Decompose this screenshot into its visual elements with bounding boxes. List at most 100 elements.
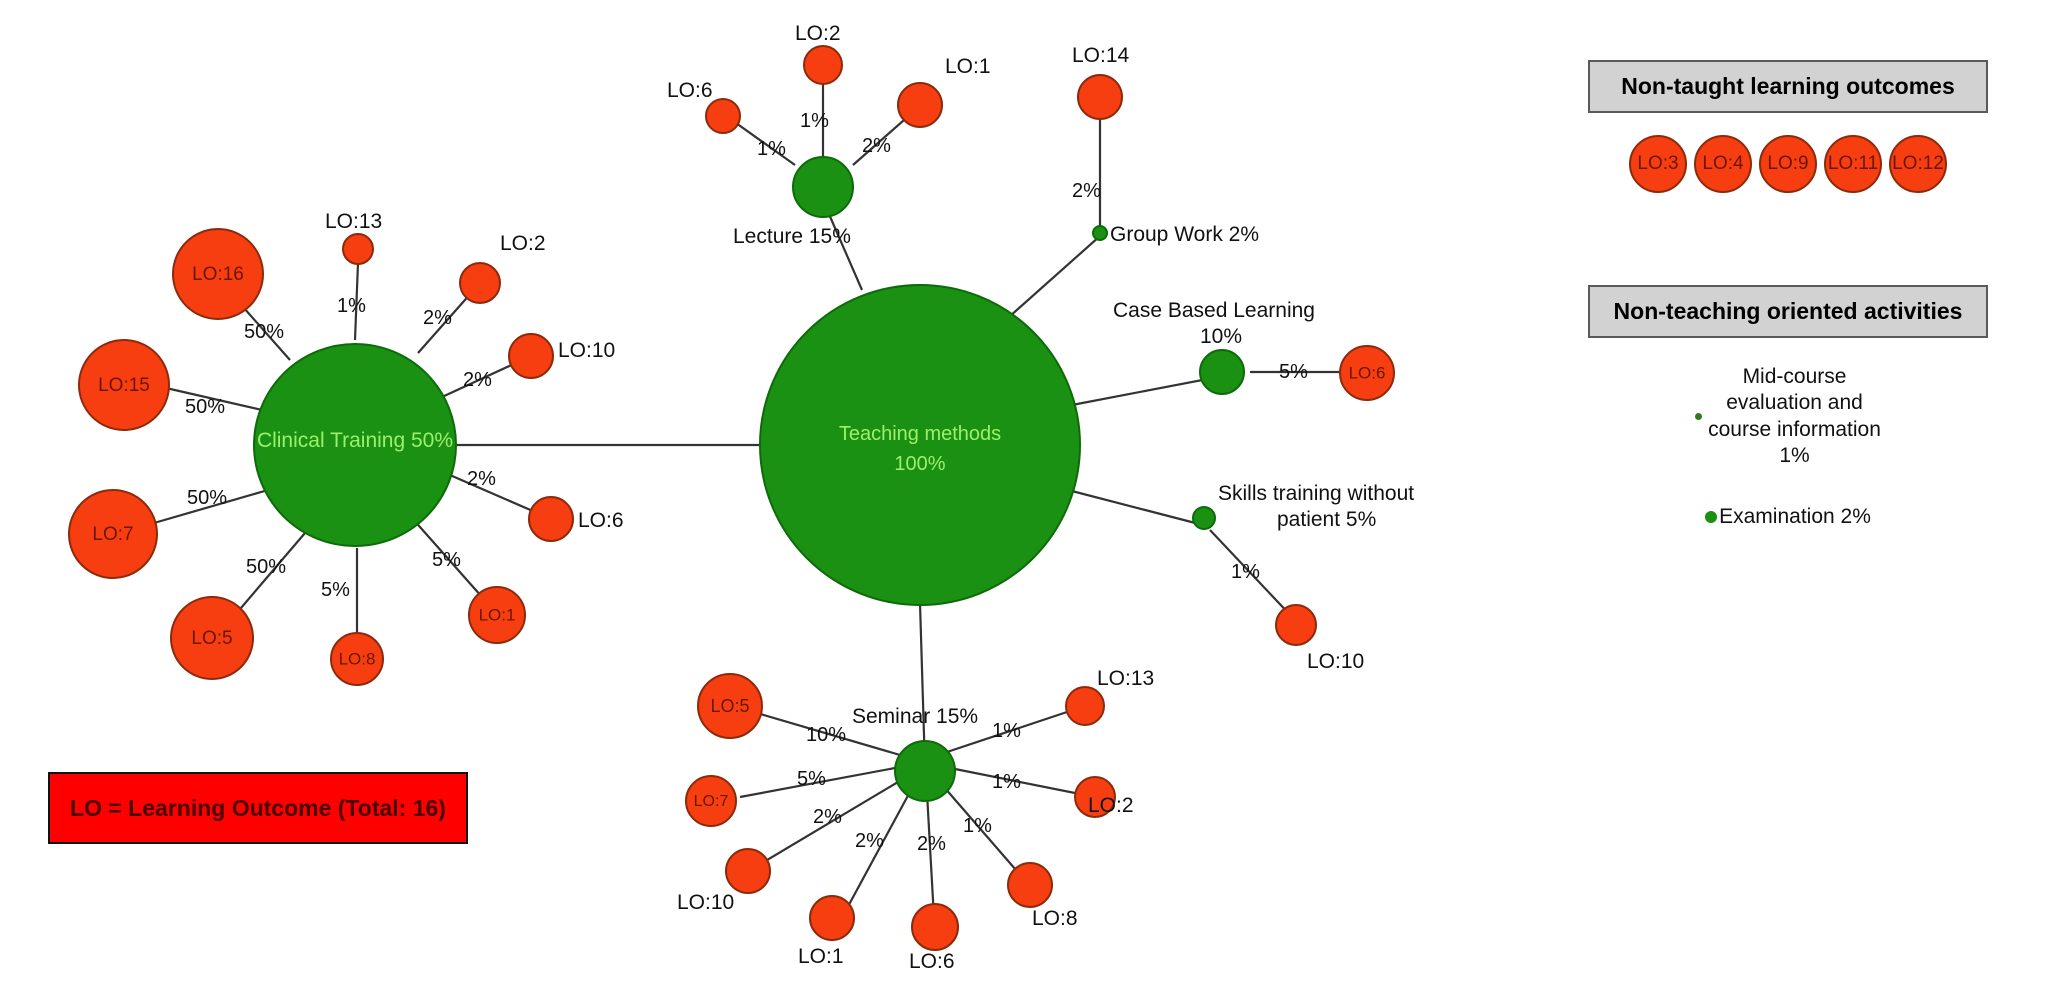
leaf-node-lo6-lecture[interactable] [705, 98, 741, 134]
leaf-node-lo13[interactable] [342, 233, 374, 265]
node-case-based-learning[interactable] [1199, 349, 1245, 395]
seminar-pct-labels: 10% 5% 2% 2% 2% 1% 1% 1% [797, 720, 1021, 855]
edge-seminar-lo10 [761, 781, 899, 864]
edge-seminar-lo7 [739, 766, 896, 799]
node-group-work[interactable] [1092, 225, 1108, 241]
leaf-node-lo16[interactable]: LO:16 [172, 228, 264, 320]
leaf-label-lo16: LO:16 [192, 264, 244, 285]
leaf-node-lo14[interactable] [1077, 74, 1123, 120]
leaf-node-lo5-seminar[interactable]: LO:5 [697, 673, 763, 739]
edge-clinical-lo13 [353, 262, 360, 341]
leaf-node-lo8-clinical[interactable]: LO:8 [330, 632, 384, 686]
edge-seminar-lo6 [925, 792, 936, 919]
outer-label-lo1-lecture: LO:1 [945, 55, 991, 78]
leaf-node-lo10-seminar[interactable] [725, 848, 771, 894]
leaf-node-lo13-seminar[interactable] [1065, 686, 1105, 726]
pct-clinical-lo2: 2% [423, 307, 452, 329]
clinical-outer-labels: LO:13 LO:2 LO:10 LO:6 [325, 210, 624, 532]
lo-chip-12[interactable]: LO:12 [1889, 135, 1947, 193]
leaf-node-lo1-seminar[interactable] [809, 895, 855, 941]
legend-non-teaching-panel: Non-teaching oriented activities Mid-cou… [1588, 285, 1988, 529]
leaf-node-lo15[interactable]: LO:15 [78, 339, 170, 431]
leaf-node-lo7-clinical[interactable]: LO:7 [68, 489, 158, 579]
node-lecture[interactable] [792, 156, 854, 218]
clinical-leaves: LO:16 LO:15 LO:7 [68, 228, 574, 686]
node-teaching-methods[interactable]: Teaching methods 100% [759, 284, 1081, 606]
pct-clinical-lo10: 2% [463, 369, 492, 391]
leaf-node-lo6-casebased[interactable]: LO:6 [1339, 345, 1395, 401]
leaf-node-lo10-skills[interactable] [1275, 604, 1317, 646]
edge-skills-lo10 [1209, 529, 1294, 619]
edge-clinical-lo5 [228, 532, 306, 623]
outer-label-lo6-lecture: LO:6 [667, 79, 713, 102]
pct-clinical-lo13: 1% [337, 295, 366, 317]
leaf-node-lo2-lecture[interactable] [803, 45, 843, 85]
legend-non-taught-chips: LO:3 LO:4 LO:9 LO:11 LO:12 [1588, 135, 1988, 193]
lo-chip-11[interactable]: LO:11 [1824, 135, 1882, 193]
leaf-node-lo10-clinical[interactable] [508, 333, 554, 379]
leaf-node-lo2-clinical[interactable] [459, 262, 501, 304]
edge-clinical-lo15 [165, 386, 263, 412]
lo-chip-4[interactable]: LO:4 [1694, 135, 1752, 193]
pct-seminar-lo5: 10% [806, 724, 846, 746]
edge-seminar-lo2 [949, 766, 1086, 797]
leaf-node-lo1-clinical[interactable]: LO:1 [468, 586, 526, 644]
edge-clinical-lo7 [153, 488, 269, 525]
outer-label-lo13-seminar: LO:13 [1097, 667, 1154, 690]
leaf-node-lo8-seminar[interactable] [1007, 862, 1053, 908]
leaf-label-lo15: LO:15 [98, 375, 150, 396]
examination-text: Examination 2% [1719, 505, 1871, 528]
hub-label-line2: 100% [894, 453, 945, 475]
midcourse-line3: course information [1708, 417, 1881, 441]
pct-seminar-lo8: 1% [963, 815, 992, 837]
edge-lecture-lo1 [852, 112, 913, 166]
case-based-label-line2: 10% [1200, 325, 1242, 348]
pct-clinical-lo15: 50% [185, 396, 225, 418]
leaf-node-lo7-seminar[interactable]: LO:7 [685, 775, 737, 827]
edge-hub-lecture [823, 204, 864, 291]
node-clinical-training[interactable]: Clinical Training 50% [253, 343, 457, 547]
lo-key-box: LO = Learning Outcome (Total: 16) [48, 772, 468, 844]
pct-clinical-lo8: 5% [321, 579, 350, 601]
midcourse-line4: 1% [1779, 443, 1810, 467]
activity-item-examination[interactable]: Examination 2% [1588, 505, 1988, 529]
leaf-node-lo5-clinical[interactable]: LO:5 [170, 596, 254, 680]
edge-lecture-lo6 [728, 117, 796, 166]
group-work-label: Group Work 2% [1110, 223, 1259, 246]
outer-label-lo10-skills: LO:10 [1307, 650, 1364, 673]
midcourse-line2: evaluation and [1726, 391, 1863, 415]
outer-label-lo2-seminar: LO:2 [1088, 794, 1134, 817]
lo-chip-9[interactable]: LO:9 [1759, 135, 1817, 193]
leaf-label-lo1-clinical: LO:1 [479, 605, 516, 624]
leaf-node-lo6-clinical[interactable] [528, 496, 574, 542]
leaf-node-lo1-lecture[interactable] [897, 82, 943, 128]
pct-seminar-lo13: 1% [992, 720, 1021, 742]
edge-clinical-lo1 [411, 517, 483, 598]
seminar-outer-labels: LO:10 LO:1 LO:6 LO:8 LO:2 LO:13 [677, 667, 1154, 973]
hub-edges [455, 204, 1219, 769]
leaf-node-lo6-seminar[interactable] [911, 903, 959, 951]
activity-item-midcourse[interactable]: Mid-course evaluation and course informa… [1588, 364, 1988, 469]
pct-clinical-lo7: 50% [187, 487, 227, 509]
outer-label-lo8-seminar: LO:8 [1032, 907, 1078, 930]
edge-clinical-lo2 [417, 291, 473, 354]
leaf-label-lo5-seminar: LO:5 [710, 696, 749, 716]
legend-non-taught-title: Non-taught learning outcomes [1588, 60, 1988, 113]
edge-seminar-lo13 [946, 706, 1080, 754]
clinical-pct-labels: 50% 1% 2% 2% 50% 2% 50% 5% 50% 5% [185, 295, 496, 601]
pct-groupwork-lo14: 2% [1072, 180, 1101, 202]
node-seminar[interactable] [894, 740, 956, 802]
outer-label-lo13: LO:13 [325, 210, 382, 233]
leaf-label-lo7: LO:7 [92, 524, 133, 545]
pct-clinical-lo5: 50% [246, 556, 286, 578]
lo-chip-3[interactable]: LO:3 [1629, 135, 1687, 193]
node-skills-training[interactable] [1192, 506, 1216, 530]
skills-edges [1209, 529, 1294, 619]
lecture-outer-labels: LO:6 LO:2 LO:1 [667, 22, 991, 102]
legend-non-taught-panel: Non-taught learning outcomes LO:3 LO:4 L… [1588, 60, 1988, 193]
leaf-node-lo2-seminar[interactable] [1074, 776, 1116, 818]
pct-seminar-lo2: 1% [992, 771, 1021, 793]
outer-label-lo6-seminar: LO:6 [909, 950, 955, 973]
leaf-label-lo5-clinical: LO:5 [191, 628, 232, 649]
